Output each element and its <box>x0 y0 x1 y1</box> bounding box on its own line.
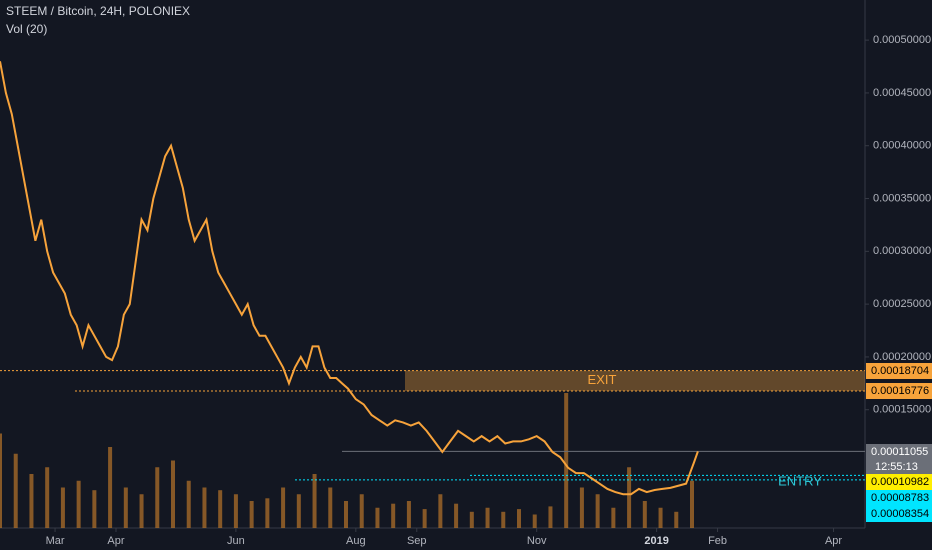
y-tick-label: 0.00040000 <box>873 140 931 152</box>
volume-bar <box>517 509 521 528</box>
volume-bar <box>611 507 616 528</box>
level-label: 0.00016776 <box>871 385 929 397</box>
y-tick-label: 0.00035000 <box>873 192 931 204</box>
volume-bar <box>501 511 506 528</box>
volume-bar <box>92 490 97 528</box>
x-tick-label: Sep <box>407 535 427 547</box>
level-label: 0.00008783 <box>871 492 929 504</box>
volume-bar <box>108 447 113 528</box>
level-label: 0.00010982 <box>871 476 929 488</box>
volume-bar <box>328 487 333 528</box>
y-tick-label: 0.00045000 <box>873 87 931 99</box>
level-label-bg <box>866 490 932 506</box>
volume-bar <box>29 474 34 528</box>
x-tick-label: 2019 <box>644 535 668 547</box>
level-label: 0.00018704 <box>871 365 929 377</box>
level-label-bg <box>866 383 932 399</box>
volume-bar <box>642 501 647 528</box>
volume-bar <box>391 503 396 528</box>
price-line <box>0 61 699 496</box>
volume-bar <box>218 490 223 528</box>
countdown: 12:55:13 <box>875 461 918 473</box>
level-label-bg <box>866 444 932 460</box>
countdown-bg <box>866 460 932 474</box>
volume-bar <box>45 467 50 528</box>
volume-bar <box>265 498 270 528</box>
volume-bar <box>564 393 569 528</box>
volume-bar <box>155 467 160 528</box>
volume-bar <box>658 507 663 528</box>
y-tick-label: 0.00025000 <box>873 298 931 310</box>
volume-bar <box>375 507 380 528</box>
volume-bar <box>674 511 679 528</box>
y-tick-label: 0.00050000 <box>873 34 931 46</box>
volume-bar <box>171 460 175 528</box>
x-tick-label: Mar <box>46 535 65 547</box>
volume-bar <box>13 453 18 528</box>
volume-bar <box>0 433 2 528</box>
volume-bar <box>359 494 364 528</box>
volume-bar <box>139 494 144 528</box>
volume-bar <box>690 480 694 528</box>
volume-bar <box>422 509 427 528</box>
y-tick-label: 0.00020000 <box>873 351 931 363</box>
chart-title: STEEM / Bitcoin, 24H, POLONIEX <box>6 4 190 18</box>
level-label-bg <box>866 506 932 522</box>
x-tick-label: Aug <box>346 535 366 547</box>
x-tick-label: Apr <box>825 535 842 547</box>
x-tick-label: Apr <box>107 535 124 547</box>
volume-bar <box>406 501 411 528</box>
volume-bar <box>595 494 600 528</box>
exit-label: EXIT <box>588 372 617 387</box>
volume-bar <box>579 487 584 528</box>
marks <box>0 61 865 528</box>
volume-bar <box>296 494 301 528</box>
level-label: 0.00011055 <box>871 446 928 458</box>
volume-bar <box>532 514 537 528</box>
volume-bar <box>485 507 490 528</box>
x-tick-label: Nov <box>527 535 547 547</box>
volume-label: Vol (20) <box>6 22 47 36</box>
x-tick-label: Jun <box>227 535 245 547</box>
level-label-bg <box>866 474 932 490</box>
x-tick-label: Feb <box>708 535 727 547</box>
volume-bar <box>60 487 65 528</box>
volume-bar <box>548 506 553 528</box>
volume-bar <box>202 487 207 528</box>
volume-bar <box>123 487 128 528</box>
y-tick-label: 0.00015000 <box>873 404 931 416</box>
volume-bar <box>344 501 348 528</box>
entry-label: ENTRY <box>778 473 822 488</box>
volume-bar <box>469 511 474 528</box>
y-tick-label: 0.00030000 <box>873 245 931 257</box>
volume-bar <box>627 467 632 528</box>
volume-bar <box>281 487 286 528</box>
volume-bar <box>438 494 443 528</box>
volume-bar <box>312 474 317 528</box>
volume-bar <box>186 480 191 528</box>
volume-bar <box>454 503 459 528</box>
volume-bar <box>76 480 81 528</box>
volume-bar <box>249 501 254 528</box>
level-label-bg <box>866 363 932 379</box>
exit-zone <box>405 370 865 391</box>
volume-bar <box>233 494 238 528</box>
level-label: 0.00008354 <box>871 508 929 520</box>
